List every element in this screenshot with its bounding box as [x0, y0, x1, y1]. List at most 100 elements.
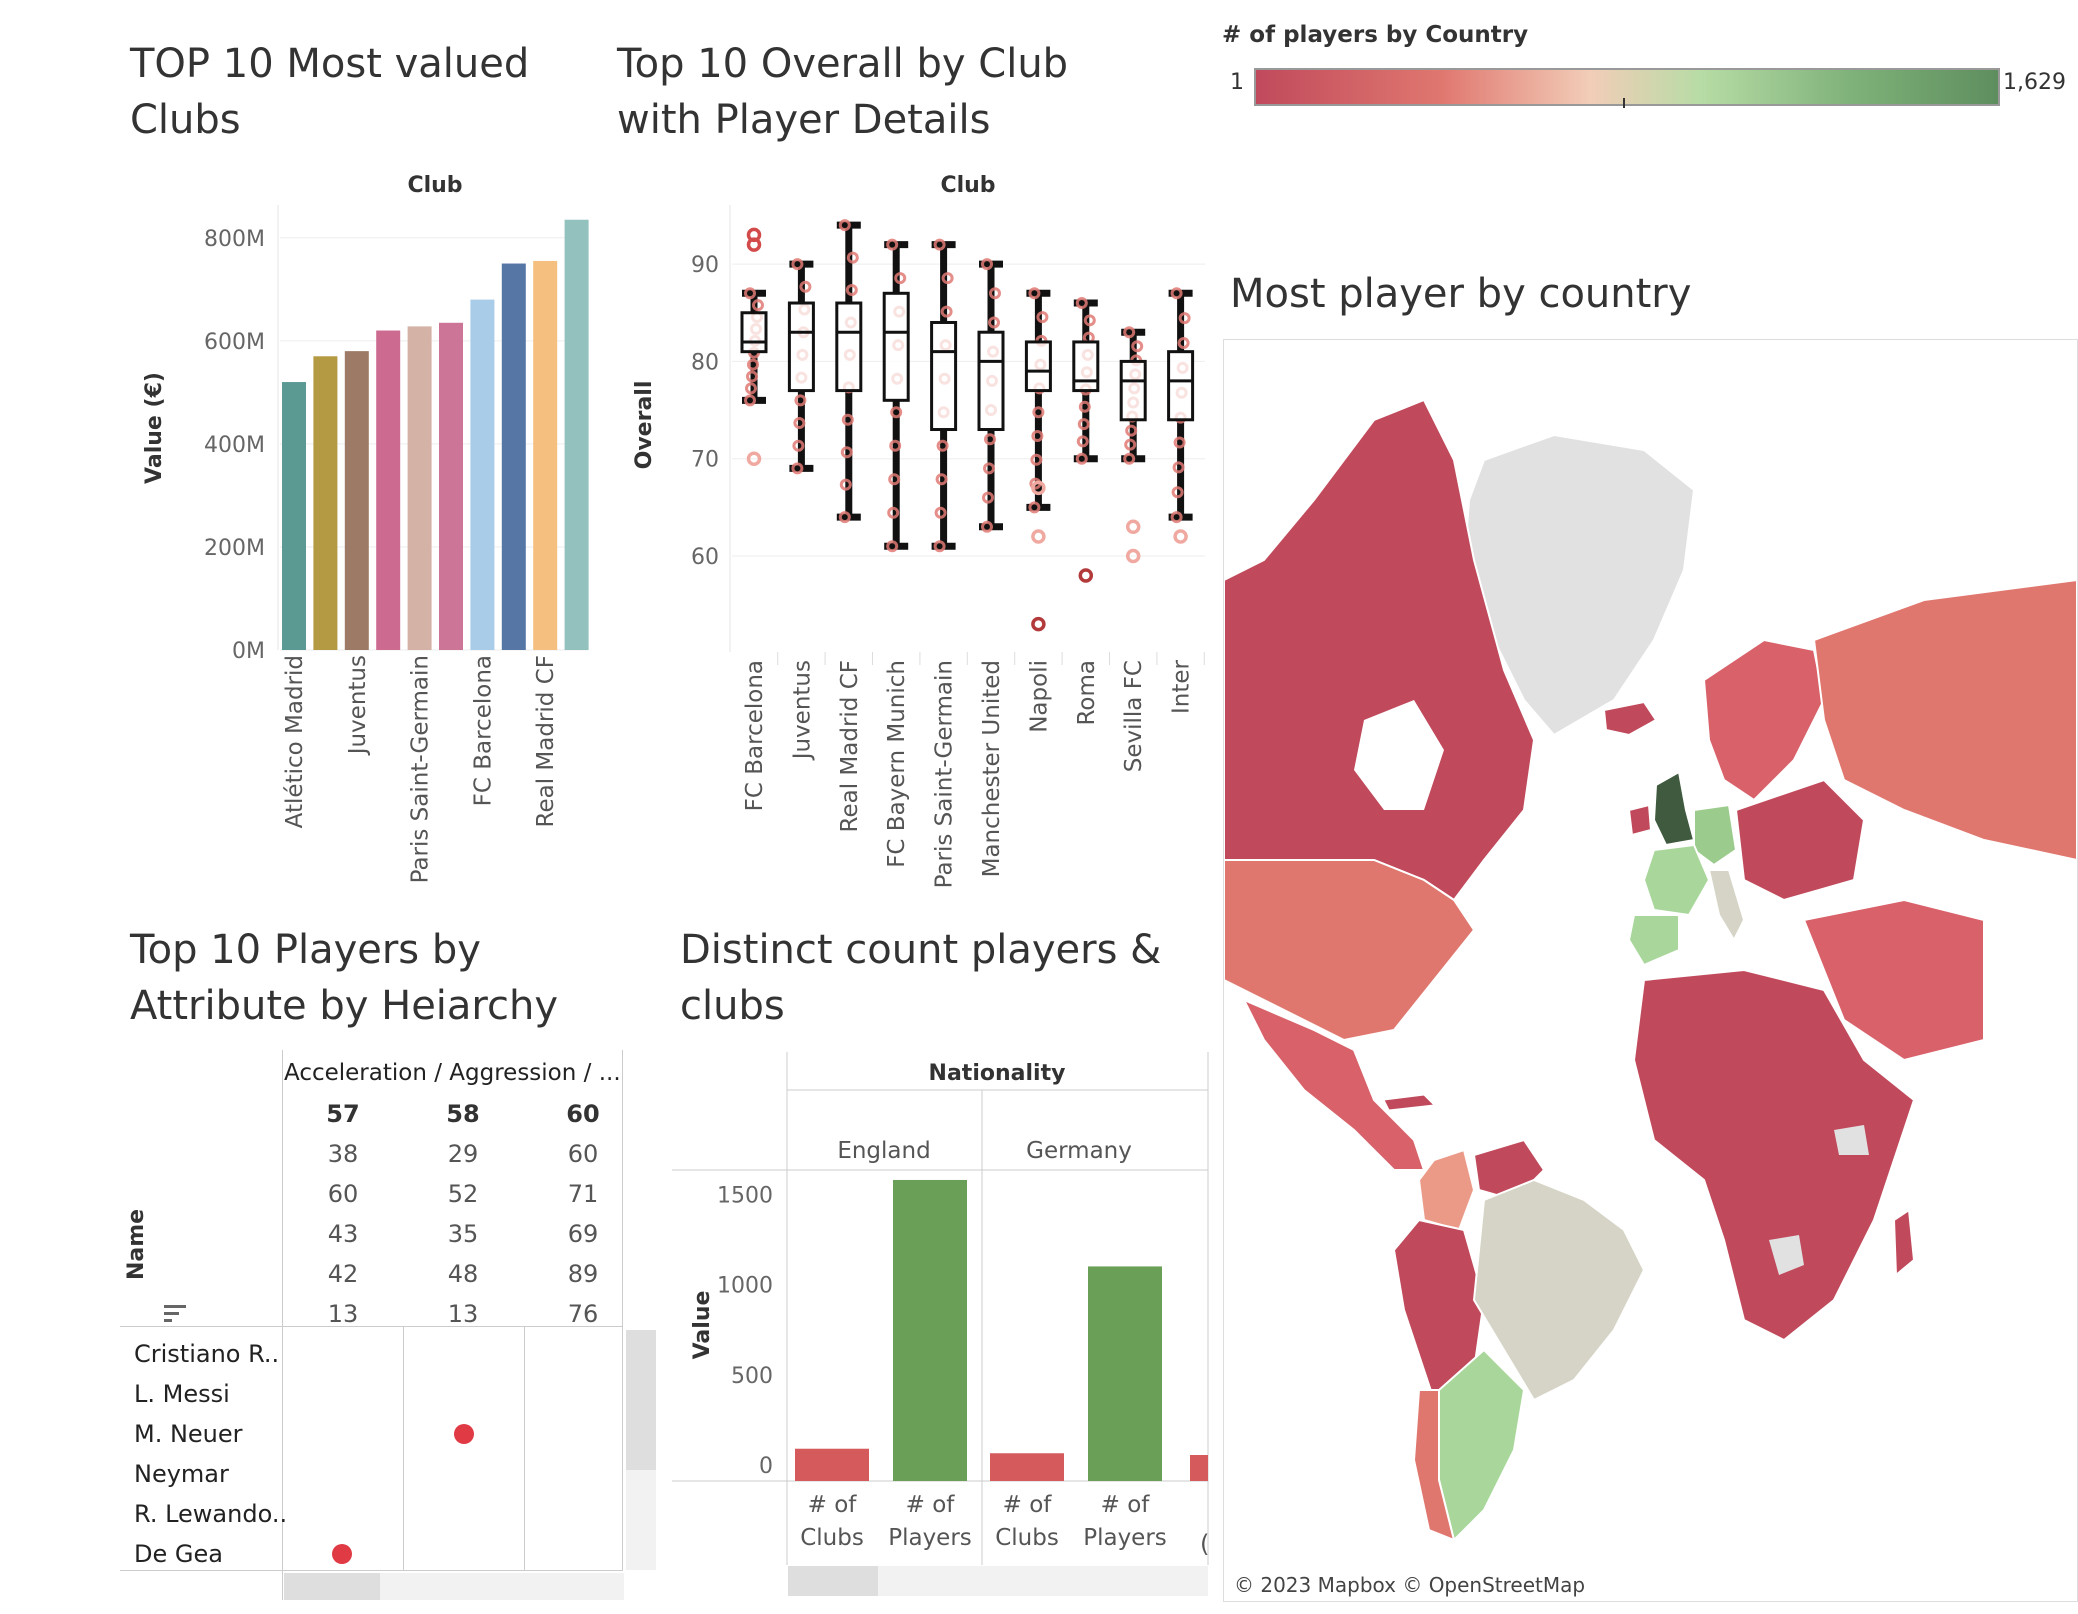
player-point[interactable] [744, 394, 756, 407]
player-point[interactable] [941, 272, 954, 285]
box-group[interactable] [1167, 287, 1205, 665]
box[interactable] [1167, 350, 1195, 422]
country-africa[interactable] [1632, 968, 1916, 1342]
player-point[interactable] [791, 258, 804, 271]
box-group[interactable] [835, 219, 873, 665]
player-point[interactable] [1075, 297, 1088, 310]
country-argentina[interactable] [1438, 1348, 1526, 1542]
player-point[interactable] [1076, 435, 1089, 448]
player-point[interactable] [1125, 424, 1138, 437]
player-point[interactable] [989, 287, 1001, 300]
country-chile[interactable] [1412, 1389, 1456, 1542]
country-iceland[interactable] [1602, 700, 1658, 737]
player-point[interactable] [838, 511, 851, 524]
box[interactable] [930, 320, 958, 432]
count-bar[interactable] [1088, 1266, 1162, 1481]
player-point[interactable] [1177, 337, 1190, 350]
partial-bar[interactable] [1190, 1455, 1208, 1481]
sort-icon[interactable] [164, 1303, 188, 1323]
country-usa[interactable] [1224, 859, 1476, 1042]
player-point[interactable] [886, 238, 899, 251]
country-england[interactable] [1652, 770, 1696, 847]
outlier-point[interactable] [746, 237, 762, 252]
country-middle-east[interactable] [1802, 898, 1985, 1062]
country-russia[interactable] [1812, 578, 2077, 862]
box-group[interactable] [930, 238, 968, 665]
player-name[interactable]: De Gea [134, 1540, 223, 1568]
club-value-bar[interactable] [344, 351, 369, 650]
box-group[interactable] [882, 238, 921, 665]
vertical-scroll-thumb[interactable] [626, 1330, 656, 1470]
player-name[interactable]: R. Lewando.. [134, 1500, 288, 1528]
outlier-point[interactable] [1031, 616, 1046, 632]
player-point[interactable] [890, 406, 903, 419]
player-point[interactable] [747, 358, 759, 371]
club-value-bar[interactable] [439, 322, 463, 650]
box[interactable] [1072, 340, 1100, 393]
player-point[interactable] [1075, 452, 1088, 465]
player-point[interactable] [1028, 501, 1041, 514]
club-value-bar[interactable] [564, 219, 589, 650]
club-value-bar[interactable] [501, 263, 526, 650]
attribute-mark[interactable] [454, 1424, 474, 1444]
player-point[interactable] [1077, 418, 1090, 431]
player-point[interactable] [752, 299, 764, 312]
club-value-bar[interactable] [282, 382, 306, 650]
player-point[interactable] [1178, 312, 1191, 325]
outlier-point[interactable] [746, 451, 762, 466]
player-point[interactable] [840, 446, 853, 459]
horizontal-scroll-thumb[interactable] [284, 1573, 380, 1600]
player-point[interactable] [1123, 326, 1136, 339]
box-group[interactable] [977, 258, 1016, 665]
player-point[interactable] [935, 473, 948, 486]
player-point[interactable] [940, 305, 953, 318]
horizontal-scroll-track[interactable] [878, 1566, 1208, 1596]
player-point[interactable] [745, 382, 757, 395]
player-point[interactable] [841, 413, 854, 426]
club-value-bar[interactable] [313, 356, 338, 650]
player-point[interactable] [887, 506, 900, 519]
player-point[interactable] [1170, 511, 1183, 524]
club-value-bar[interactable] [407, 326, 432, 650]
player-point[interactable] [792, 439, 805, 452]
box-group[interactable] [1024, 287, 1063, 665]
player-point[interactable] [1031, 429, 1044, 442]
player-point[interactable] [845, 284, 858, 297]
player-point[interactable] [889, 439, 902, 452]
country-mexico[interactable] [1241, 998, 1426, 1171]
club-value-bar[interactable] [470, 299, 495, 650]
country-scandinavia[interactable] [1702, 638, 1826, 802]
country-france[interactable] [1642, 843, 1711, 917]
box[interactable] [1024, 340, 1052, 393]
horizontal-scroll-thumb[interactable] [788, 1566, 878, 1596]
player-point[interactable] [746, 370, 758, 383]
outlier-point[interactable] [1125, 548, 1141, 564]
box-group[interactable] [1119, 326, 1158, 665]
player-point[interactable] [1030, 453, 1043, 466]
count-bar[interactable] [893, 1179, 967, 1481]
player-point[interactable] [981, 258, 993, 271]
player-point[interactable] [936, 439, 949, 452]
player-point[interactable] [1036, 311, 1049, 324]
outlier-point[interactable] [1031, 529, 1046, 544]
player-point[interactable] [1032, 406, 1045, 419]
column-header[interactable]: Acceleration / Aggression / ... [284, 1060, 621, 1086]
box-group[interactable] [787, 258, 826, 665]
country-madagascar[interactable] [1892, 1208, 1916, 1278]
player-point[interactable] [744, 287, 756, 300]
player-point[interactable] [982, 491, 994, 504]
country-germany[interactable] [1693, 803, 1738, 867]
player-name[interactable]: L. Messi [134, 1380, 230, 1408]
player-point[interactable] [799, 280, 812, 293]
player-point[interactable] [1124, 438, 1137, 451]
club-value-bar[interactable] [376, 330, 401, 650]
country-ireland[interactable] [1627, 803, 1653, 837]
player-point[interactable] [1028, 287, 1041, 300]
world-map[interactable]: © 2023 Mapbox © OpenStreetMap [1223, 339, 2078, 1602]
player-point[interactable] [839, 478, 852, 491]
box[interactable] [787, 301, 815, 393]
box-group[interactable] [740, 227, 779, 665]
country-brazil[interactable] [1472, 1178, 1646, 1402]
player-point[interactable] [888, 473, 901, 486]
player-point[interactable] [933, 540, 946, 553]
